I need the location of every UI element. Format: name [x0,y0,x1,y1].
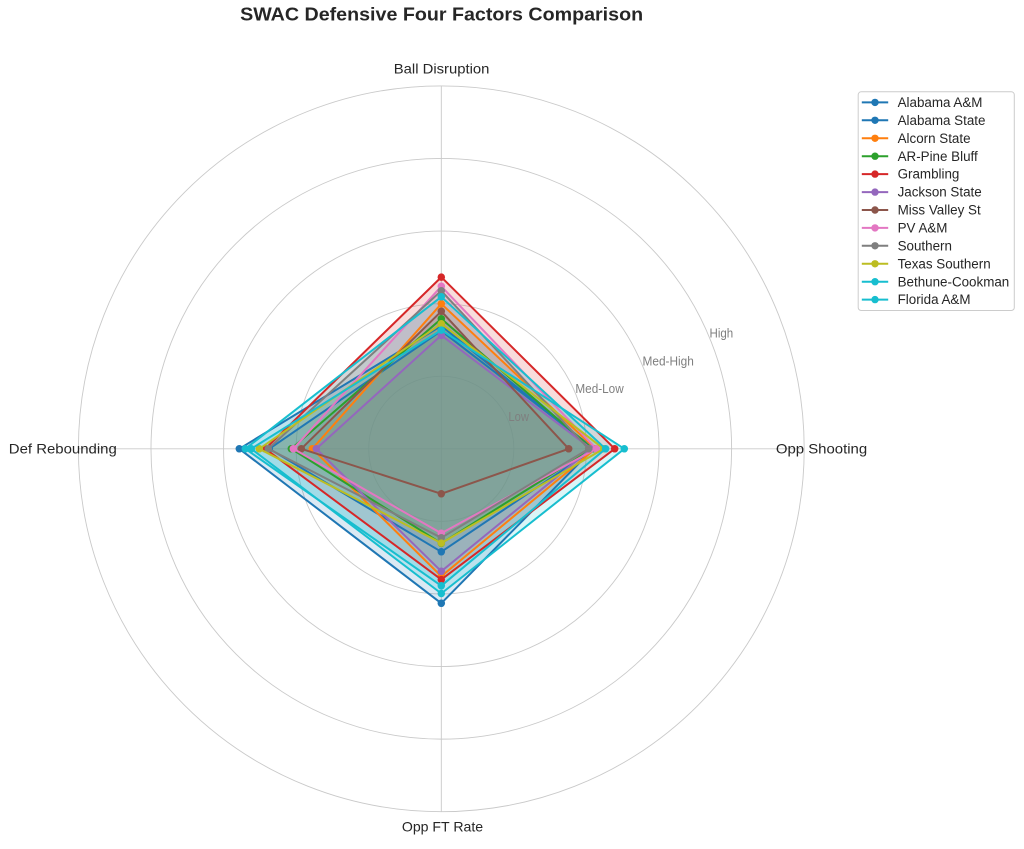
svg-text:Def Rebounding: Def Rebounding [9,440,117,456]
svg-text:AR-Pine Bluff: AR-Pine Bluff [898,149,978,164]
svg-text:Jackson State: Jackson State [898,185,982,200]
svg-text:Med-High: Med-High [643,354,694,369]
svg-text:PV A&M: PV A&M [898,221,948,236]
svg-text:Grambling: Grambling [898,167,960,182]
svg-text:Florida A&M: Florida A&M [898,292,971,307]
svg-text:SWAC Defensive Four Factors Co: SWAC Defensive Four Factors Comparison [240,3,643,24]
svg-text:Texas Southern: Texas Southern [898,256,991,271]
svg-text:High: High [710,326,734,341]
svg-text:Alcorn State: Alcorn State [898,131,971,146]
svg-text:Alabama A&M: Alabama A&M [898,95,983,110]
svg-text:Alabama State: Alabama State [898,113,986,128]
svg-text:Opp FT Rate: Opp FT Rate [402,818,484,834]
svg-text:Ball Disruption: Ball Disruption [394,60,490,76]
svg-text:Southern: Southern [898,238,952,253]
svg-text:Opp Shooting: Opp Shooting [776,440,867,456]
svg-text:Bethune-Cookman: Bethune-Cookman [898,274,1010,289]
svg-text:Miss Valley St: Miss Valley St [898,203,981,218]
svg-text:Low: Low [508,409,529,424]
svg-text:Med-Low: Med-Low [575,381,624,396]
